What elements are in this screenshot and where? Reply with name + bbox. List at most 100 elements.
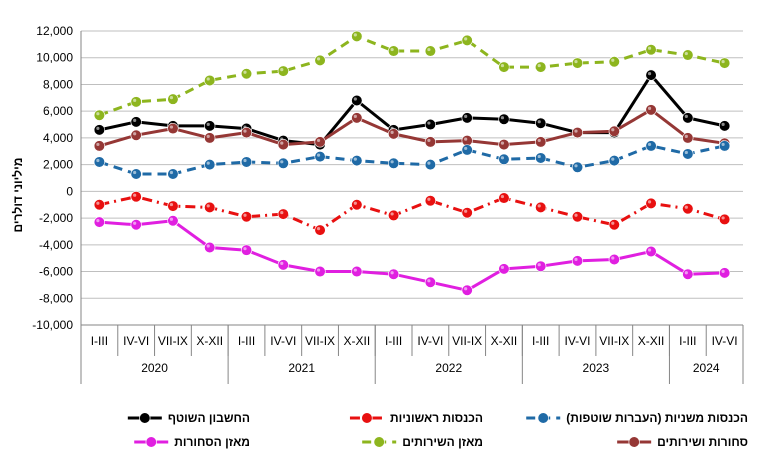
data-point-highlight bbox=[537, 120, 541, 124]
data-point-highlight bbox=[243, 129, 247, 133]
data-point-highlight bbox=[721, 216, 725, 220]
data-point-highlight bbox=[243, 70, 247, 74]
legend-label: החשבון השוטף bbox=[168, 411, 250, 425]
grid-layer bbox=[81, 30, 743, 326]
data-point-highlight bbox=[353, 114, 357, 118]
data-point bbox=[130, 96, 142, 108]
data-point bbox=[93, 199, 105, 211]
data-point bbox=[645, 69, 657, 81]
data-point bbox=[167, 215, 179, 227]
data-point-highlight bbox=[206, 134, 210, 139]
y-tick-label: -2,000 bbox=[39, 211, 73, 225]
x-tick-label: IV-VI bbox=[564, 334, 590, 348]
data-point-highlight bbox=[500, 63, 505, 68]
data-point bbox=[682, 132, 694, 144]
data-point-highlight bbox=[647, 106, 652, 110]
data-point bbox=[461, 112, 473, 124]
data-point bbox=[240, 126, 253, 139]
x-tick-label: VII-IX bbox=[158, 334, 188, 348]
series-line bbox=[98, 108, 725, 148]
data-point bbox=[498, 138, 510, 151]
data-point bbox=[351, 155, 363, 167]
legend-label: הכנסות ראשוניות bbox=[390, 411, 483, 425]
data-point-highlight bbox=[574, 164, 578, 168]
data-point bbox=[314, 136, 326, 148]
data-point-highlight bbox=[96, 158, 100, 163]
data-point-highlight bbox=[427, 279, 431, 283]
x-group-label: 2024 bbox=[693, 361, 720, 375]
data-point-highlight bbox=[316, 268, 321, 272]
data-point bbox=[608, 56, 620, 68]
data-point bbox=[130, 219, 142, 231]
data-point-highlight bbox=[133, 170, 137, 175]
data-point bbox=[204, 159, 216, 171]
data-point bbox=[424, 118, 436, 131]
data-point-highlight bbox=[574, 213, 578, 217]
data-point bbox=[682, 148, 694, 160]
data-point bbox=[424, 276, 436, 288]
data-point-highlight bbox=[133, 132, 137, 136]
data-point bbox=[388, 128, 400, 140]
series-layer bbox=[93, 30, 731, 296]
data-point bbox=[535, 201, 547, 213]
series-line bbox=[98, 144, 725, 176]
data-point-highlight bbox=[684, 134, 688, 139]
data-point-highlight bbox=[464, 114, 468, 118]
data-point-highlight bbox=[464, 137, 468, 141]
data-point bbox=[719, 140, 731, 152]
data-point bbox=[204, 74, 216, 87]
data-point-highlight bbox=[243, 247, 247, 251]
data-point-highlight bbox=[169, 125, 174, 129]
data-point-highlight bbox=[316, 227, 321, 231]
data-point-highlight bbox=[206, 122, 210, 126]
data-point bbox=[571, 211, 584, 223]
data-point-highlight bbox=[537, 138, 541, 143]
data-point bbox=[645, 104, 657, 116]
legend-swatch-marker bbox=[537, 412, 549, 424]
x-group-label: 2023 bbox=[583, 361, 610, 375]
x-tick-label: IV-VI bbox=[123, 334, 149, 348]
data-point bbox=[498, 61, 510, 73]
x-tick-label: VII-IX bbox=[599, 334, 629, 348]
data-point bbox=[314, 151, 326, 163]
legend-item: הכנסות ראשוניות bbox=[349, 411, 483, 425]
data-point bbox=[719, 120, 731, 132]
data-point bbox=[682, 203, 694, 215]
data-point-highlight bbox=[574, 59, 578, 64]
data-point bbox=[424, 136, 436, 148]
x-tick-label: I-III bbox=[679, 334, 696, 348]
data-point bbox=[351, 94, 363, 107]
data-point bbox=[424, 45, 436, 57]
series-line bbox=[98, 34, 725, 117]
data-point-highlight bbox=[500, 141, 505, 145]
series-line bbox=[99, 73, 725, 147]
data-point-highlight bbox=[280, 160, 284, 164]
y-tick-label: 8,000 bbox=[43, 77, 73, 91]
legend-label: מאזן הסחורות bbox=[174, 435, 250, 449]
y-tick-label: 0 bbox=[66, 184, 73, 198]
data-point bbox=[277, 65, 289, 77]
data-point-highlight bbox=[353, 201, 357, 205]
x-tick-label: VII-IX bbox=[452, 334, 482, 348]
data-point bbox=[498, 192, 510, 204]
data-point bbox=[571, 255, 584, 267]
legend-swatch-marker bbox=[145, 436, 157, 448]
legend-item: מאזן הסחורות bbox=[134, 435, 250, 449]
x-tick-label: IV-VI bbox=[712, 334, 738, 348]
data-point bbox=[167, 200, 179, 212]
data-point-highlight bbox=[96, 219, 100, 223]
data-point bbox=[719, 213, 731, 226]
data-point bbox=[388, 209, 400, 222]
data-point bbox=[277, 157, 289, 169]
series-2 bbox=[93, 104, 731, 152]
series-line bbox=[99, 195, 726, 232]
x-tick-label: I-III bbox=[91, 334, 108, 348]
data-point-highlight bbox=[169, 202, 174, 207]
data-point bbox=[167, 93, 179, 105]
data-point bbox=[204, 201, 216, 213]
data-point-highlight bbox=[353, 268, 357, 272]
data-point-highlight bbox=[464, 287, 468, 291]
data-point bbox=[93, 140, 105, 152]
legend-item: מאזן השירותים bbox=[362, 435, 483, 449]
